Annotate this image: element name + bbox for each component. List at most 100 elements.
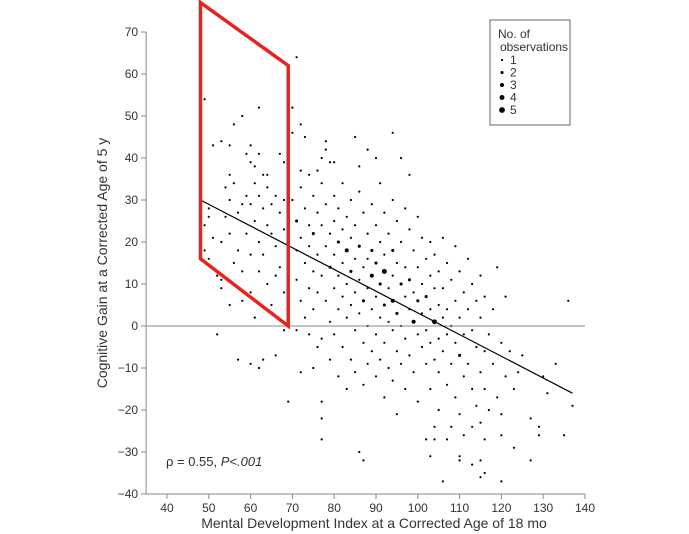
data-point	[308, 224, 311, 227]
data-point	[228, 232, 231, 235]
data-point	[278, 266, 281, 269]
data-point	[220, 287, 223, 290]
data-point	[395, 261, 398, 265]
data-point	[399, 240, 403, 244]
data-point	[270, 203, 273, 206]
data-point	[471, 282, 474, 286]
data-point	[412, 249, 415, 252]
data-point	[441, 350, 444, 353]
data-point	[441, 287, 444, 290]
data-point	[341, 345, 344, 349]
data-point	[537, 425, 541, 428]
data-point	[253, 182, 256, 185]
data-point	[383, 253, 386, 256]
data-point	[341, 295, 344, 298]
data-point	[241, 203, 244, 206]
data-point	[278, 211, 281, 214]
data-point	[416, 215, 419, 218]
data-point	[458, 455, 461, 458]
legend-marker	[500, 83, 504, 87]
data-point	[249, 291, 252, 294]
data-point	[416, 400, 419, 403]
data-point	[207, 215, 210, 218]
data-point	[374, 375, 378, 378]
data-point	[308, 245, 311, 248]
data-point	[404, 387, 407, 391]
data-point	[416, 266, 419, 269]
data-point	[433, 438, 436, 441]
data-point	[395, 350, 398, 353]
data-point	[216, 274, 219, 277]
y-tick-label: 10	[125, 277, 139, 291]
data-point	[395, 311, 399, 315]
data-point	[391, 274, 394, 277]
data-point	[341, 228, 344, 231]
data-point	[299, 169, 302, 172]
data-point	[257, 194, 261, 197]
data-point	[349, 236, 353, 239]
data-point	[391, 379, 394, 382]
data-point	[320, 182, 323, 185]
data-point	[320, 417, 323, 420]
data-point	[299, 299, 302, 302]
data-point	[333, 219, 336, 223]
axes: 40 50 60 70 80 90 100 110 120 130 140−40−30−20−100…	[118, 25, 596, 515]
data-point	[374, 156, 378, 160]
data-point	[425, 257, 428, 260]
data-point	[232, 123, 235, 126]
data-point	[362, 383, 365, 386]
data-point	[312, 308, 315, 311]
data-point	[232, 182, 235, 185]
legend-marker	[499, 95, 505, 100]
data-point	[433, 425, 436, 428]
data-point	[529, 459, 532, 462]
data-point	[387, 287, 390, 290]
data-point	[366, 362, 369, 365]
data-point	[249, 253, 252, 256]
data-point	[412, 291, 415, 294]
data-point	[316, 211, 319, 214]
data-point	[299, 186, 302, 189]
data-point	[345, 215, 348, 218]
data-point	[266, 224, 269, 227]
data-point	[454, 396, 457, 399]
data-point	[249, 161, 252, 164]
y-tick-label: 70	[125, 25, 139, 39]
data-point	[445, 438, 449, 441]
data-point	[354, 257, 357, 260]
data-point	[370, 308, 373, 311]
data-point	[257, 106, 261, 109]
data-point	[441, 316, 444, 319]
data-point	[333, 287, 336, 290]
x-tick-label: 140	[575, 501, 595, 515]
data-point	[416, 299, 420, 303]
data-point	[253, 316, 256, 319]
data-point	[257, 152, 261, 155]
data-point	[374, 261, 378, 265]
data-point	[382, 303, 386, 307]
data-point	[433, 287, 436, 290]
data-point	[362, 266, 365, 269]
data-point	[349, 269, 353, 273]
data-point	[266, 282, 269, 286]
data-point	[299, 371, 302, 374]
data-point	[374, 295, 378, 298]
data-point	[282, 228, 286, 231]
data-point	[521, 354, 524, 357]
x-tick-label: 110	[450, 501, 469, 515]
data-point	[361, 299, 366, 303]
data-point	[395, 219, 398, 223]
data-point	[320, 337, 323, 340]
data-point	[504, 295, 507, 298]
data-point	[404, 337, 407, 340]
legend-marker	[500, 58, 504, 62]
data-point	[512, 446, 516, 449]
data-point	[274, 274, 277, 277]
x-tick-label: 90	[369, 501, 383, 515]
data-point	[416, 333, 419, 336]
data-point	[383, 396, 386, 399]
data-point	[282, 161, 286, 164]
data-point	[328, 320, 332, 323]
data-point	[479, 476, 482, 479]
